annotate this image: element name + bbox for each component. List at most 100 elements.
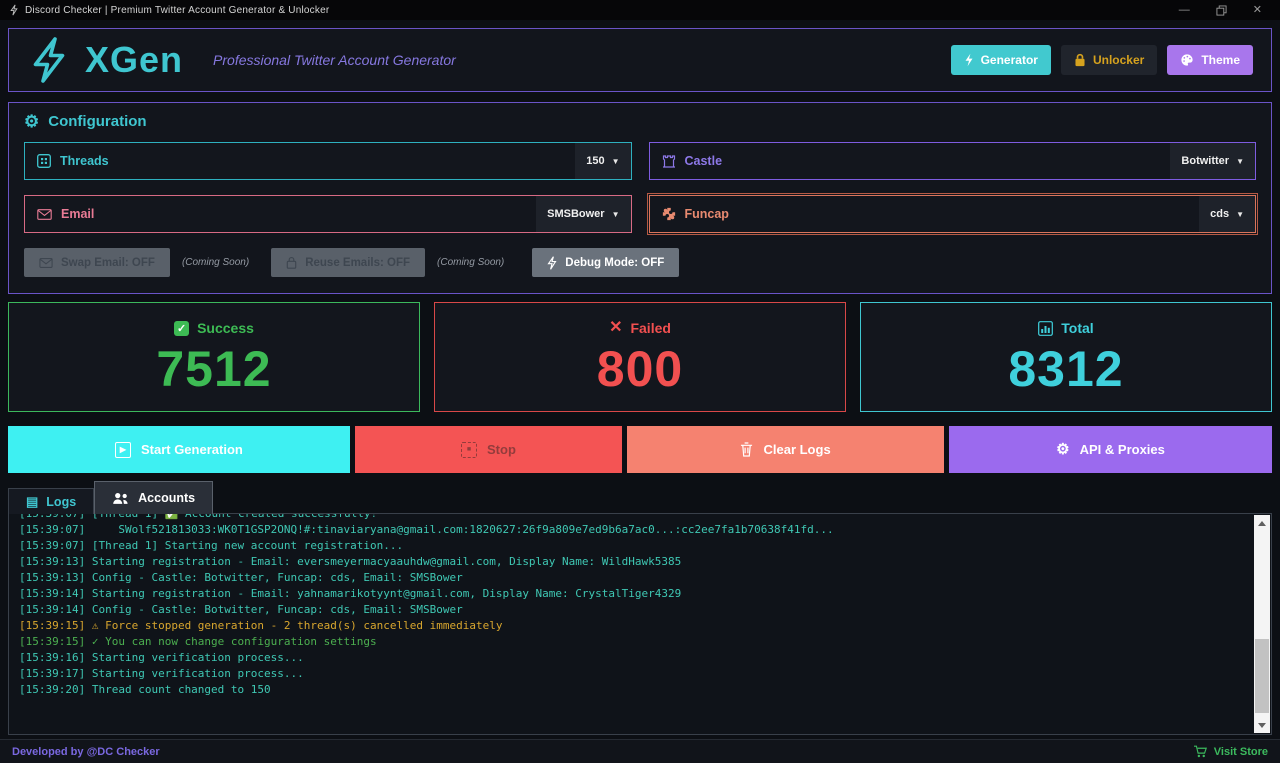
reuse-emails-toggle: Reuse Emails: OFF <box>271 248 426 277</box>
stop-label: Stop <box>487 442 516 457</box>
close-icon[interactable]: ✕ <box>1252 3 1262 16</box>
generator-button-label: Generator <box>980 53 1038 67</box>
log-line: [15:39:13] Starting registration - Email… <box>19 555 682 568</box>
users-icon <box>113 492 128 504</box>
scrollbar <box>1254 515 1270 733</box>
debug-mode-toggle-label: Debug Mode: OFF <box>565 256 665 269</box>
debug-mode-toggle[interactable]: Debug Mode: OFF <box>532 248 680 277</box>
log-line-warning: [15:39:15] ⚠ Force stopped generation - … <box>19 619 503 632</box>
coming-soon-note: (Coming Soon) <box>181 257 250 268</box>
gear-icon: ⚙ <box>24 112 40 131</box>
scroll-down-arrow[interactable] <box>1254 717 1270 733</box>
funcap-dropdown[interactable]: cds ▼ <box>1199 196 1255 232</box>
envelope-icon <box>39 257 53 268</box>
scrollbar-thumb[interactable] <box>1255 639 1269 714</box>
palette-icon <box>1181 54 1193 66</box>
log-line: [15:39:07] [Thread 1] Starting new accou… <box>19 539 404 552</box>
play-icon: ▶ <box>114 441 131 458</box>
log-line: [15:39:14] Config - Castle: Botwitter, F… <box>19 603 463 616</box>
funcap-field: Funcap cds ▼ <box>646 193 1258 235</box>
clear-logs-button[interactable]: Clear Logs <box>627 426 945 473</box>
tab-logs[interactable]: ▤ Logs <box>8 488 95 514</box>
start-generation-button[interactable]: ▶ Start Generation <box>8 426 350 473</box>
threads-dropdown[interactable]: 150 ▼ <box>575 143 631 179</box>
log-line-success: [15:39:15] ✓ You can now change configur… <box>19 635 377 648</box>
log-panel: [15:39:07] [Thread 1] ✅ Account created … <box>8 513 1272 735</box>
scroll-up-arrow[interactable] <box>1254 515 1270 531</box>
log-line: [15:39:16] Starting verification process… <box>19 651 304 664</box>
success-count: 7512 <box>156 341 272 397</box>
log-line: [15:39:17] Starting verification process… <box>19 667 304 680</box>
check-square-icon: ✓ <box>174 320 190 336</box>
configuration-title: Configuration <box>48 113 147 130</box>
lightning-logo-icon <box>27 36 71 84</box>
chevron-down-icon: ▼ <box>1236 209 1244 219</box>
puzzle-icon <box>662 207 675 221</box>
lock-icon <box>1075 53 1085 67</box>
swap-email-toggle-label: Swap Email: OFF <box>61 256 155 269</box>
chevron-down-icon: ▼ <box>611 156 620 166</box>
success-label: Success <box>197 320 254 336</box>
minimize-icon[interactable]: — <box>1178 3 1190 16</box>
app-logo-text: XGen <box>85 39 184 80</box>
email-dropdown[interactable]: SMSBower ▼ <box>536 196 631 232</box>
logs-icon: ▤ <box>26 493 39 509</box>
funcap-value: cds <box>1210 208 1230 220</box>
log-line: [15:39:07] [Thread 1] ✅ Account created … <box>19 513 378 520</box>
window-title: Discord Checker | Premium Twitter Accoun… <box>25 4 330 16</box>
maximize-icon[interactable] <box>1216 4 1227 16</box>
email-label: Email <box>61 207 95 221</box>
funcap-label: Funcap <box>684 207 729 221</box>
email-field: Email SMSBower ▼ <box>24 195 632 233</box>
reuse-emails-toggle-label: Reuse Emails: OFF <box>305 256 411 269</box>
log-line: [15:39:14] Starting registration - Email… <box>19 587 682 600</box>
stats-row: ✓ Success 7512 ✕ Failed 800 Total <box>8 302 1272 412</box>
api-proxies-button[interactable]: ⚙ API & Proxies <box>949 426 1272 473</box>
coming-soon-note: (Coming Soon) <box>437 257 505 268</box>
unlocker-button[interactable]: Unlocker <box>1060 45 1158 75</box>
total-count: 8312 <box>1008 341 1124 397</box>
bolt-icon <box>965 53 973 67</box>
castle-field: Castle Botwitter ▼ <box>648 142 1256 180</box>
trash-icon <box>741 442 753 457</box>
failed-count: 800 <box>596 341 684 397</box>
envelope-icon <box>37 208 52 220</box>
log-line: [15:39:07] SWolf521813033:WK0T1GSP2ONQ!#… <box>19 523 834 536</box>
app-icon <box>10 4 18 16</box>
email-value: SMSBower <box>547 208 605 220</box>
bar-chart-icon <box>1038 320 1054 336</box>
success-card: ✓ Success 7512 <box>8 302 420 412</box>
api-proxies-label: API & Proxies <box>1079 442 1165 457</box>
visit-store-link[interactable]: Visit Store <box>1193 745 1268 758</box>
bolt-icon <box>547 255 557 270</box>
total-card: Total 8312 <box>860 302 1272 412</box>
unlocker-button-label: Unlocker <box>1092 53 1145 67</box>
generator-button[interactable]: Generator <box>950 45 1051 75</box>
tab-accounts-label: Accounts <box>138 491 196 505</box>
lock-icon <box>286 256 297 269</box>
total-label: Total <box>1061 320 1094 336</box>
threads-label: Threads <box>60 154 109 168</box>
x-icon: ✕ <box>609 319 623 336</box>
tab-logs-label: Logs <box>46 494 77 509</box>
gear-icon: ⚙ <box>1056 441 1070 458</box>
window-titlebar: Discord Checker | Premium Twitter Accoun… <box>0 0 1280 20</box>
app-header: XGen Professional Twitter Account Genera… <box>8 28 1272 92</box>
theme-button[interactable]: Theme <box>1167 45 1253 75</box>
log-line: [15:39:20] Thread count changed to 150 <box>19 683 271 696</box>
failed-card: ✕ Failed 800 <box>434 302 846 412</box>
castle-dropdown[interactable]: Botwitter ▼ <box>1170 143 1255 179</box>
cart-icon <box>1193 745 1207 758</box>
threads-field: Threads 150 ▼ <box>24 142 632 180</box>
tab-accounts[interactable]: Accounts <box>94 481 214 514</box>
castle-label: Castle <box>684 154 723 168</box>
chevron-down-icon: ▼ <box>1236 156 1244 166</box>
swap-email-toggle: Swap Email: OFF <box>24 248 170 277</box>
log-tabs: ▤ Logs Accounts <box>8 481 1272 514</box>
developer-credit: Developed by @DC Checker <box>12 745 160 758</box>
configuration-panel: ⚙ Configuration Threads 150 ▼ <box>8 102 1272 294</box>
failed-label: Failed <box>630 320 671 336</box>
stop-button[interactable]: ■ Stop <box>354 426 623 473</box>
log-output: [15:39:07] [Thread 1] ✅ Account created … <box>9 513 1271 726</box>
start-generation-label: Start Generation <box>140 442 243 457</box>
